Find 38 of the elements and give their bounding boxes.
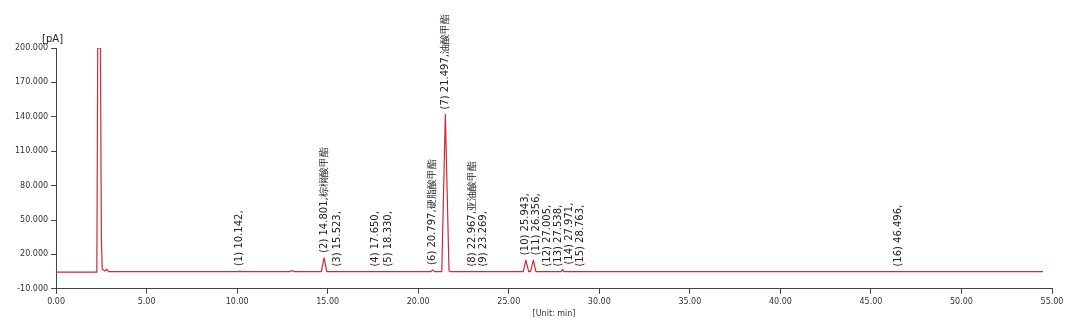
y-tick-label: 80.000	[20, 180, 49, 190]
y-tick-label: 20.000	[20, 249, 49, 259]
x-tick-label: 30.00	[587, 296, 611, 306]
y-tick-label: 50.000	[20, 215, 49, 225]
annotation: (10) 25.943,	[519, 193, 531, 256]
y-tick-label: 200.000	[14, 43, 49, 53]
x-tick-label: 45.00	[859, 296, 883, 306]
annotation: (6) 20.797,硬脂酸甲酯	[426, 159, 438, 265]
y-tick-label: -10.000	[17, 283, 49, 293]
annotation: (9) 23.269,	[476, 211, 488, 267]
annotation: (5) 18.330,	[381, 211, 393, 267]
annotation: (13) 27.538,	[552, 204, 564, 267]
annotation: (8) 22.967,亚油酸甲酯	[465, 161, 477, 267]
annotation: (12) 27.005,	[541, 204, 553, 267]
annotation: (15) 28.763,	[574, 204, 586, 267]
annotation: (14) 27.971,	[563, 202, 575, 265]
annotation: (3) 15.523,	[330, 211, 342, 267]
x-tick-label: 55.00	[1040, 296, 1064, 306]
x-tick-label: 10.00	[225, 296, 249, 306]
x-tick-label: 20.00	[406, 296, 430, 306]
x-tick-label: 25.00	[497, 296, 521, 306]
x-tick-label: 50.00	[950, 296, 973, 306]
y-axis-title: [pA]	[42, 32, 64, 44]
annotation: (16) 46.496,	[891, 204, 903, 267]
x-tick-label: 5.00	[137, 296, 156, 306]
x-tick-label: 0.00	[47, 296, 65, 306]
annotation: (11) 26.356,	[530, 193, 542, 256]
x-tick-label: 35.00	[678, 296, 702, 306]
annotation: (1) 10.142,	[233, 210, 245, 266]
x-tick-label: 40.00	[768, 296, 792, 306]
y-tick-label: 140.000	[14, 111, 49, 121]
y-tick-label: 170.000	[14, 77, 49, 87]
annotation: (2) 14.801,棕榈酸甲酯	[317, 147, 329, 253]
annotation: (7) 21.497,油酸甲酯	[438, 13, 450, 110]
y-tick-label: 110.000	[14, 146, 49, 156]
x-tick-label: 15.00	[316, 296, 340, 306]
x-axis-title: [Unit: min]	[532, 309, 576, 319]
annotation: (4) 17.650,	[369, 211, 381, 267]
